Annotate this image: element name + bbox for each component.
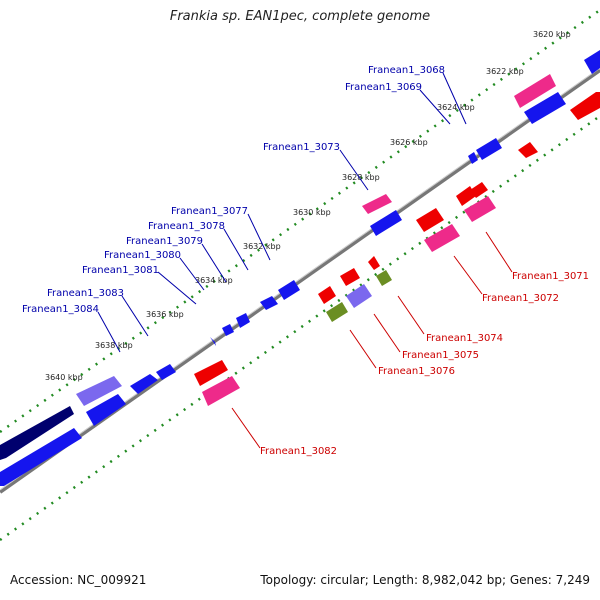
reverse-leader-lines bbox=[231, 231, 513, 449]
forward-gene-features bbox=[0, 50, 600, 486]
gene-feature[interactable] bbox=[210, 337, 216, 346]
leader-line bbox=[453, 255, 483, 295]
tick-label: 3624 kbp bbox=[437, 103, 475, 112]
gene-feature[interactable] bbox=[464, 196, 496, 222]
gene-label[interactable]: Franean1_3084 bbox=[22, 304, 99, 315]
gene-feature[interactable] bbox=[76, 376, 122, 406]
gene-label[interactable]: Franean1_3068 bbox=[368, 65, 445, 76]
gene-label[interactable]: Franean1_3074 bbox=[426, 333, 503, 344]
leader-line bbox=[201, 243, 227, 283]
leader-line bbox=[442, 72, 467, 125]
tick-label: 3626 kbp bbox=[390, 138, 428, 147]
forward-gene-labels: Franean1_3068 Franean1_3069 Franean1_307… bbox=[22, 65, 445, 315]
leader-line bbox=[247, 213, 271, 261]
gene-feature[interactable] bbox=[202, 376, 240, 406]
gene-feature[interactable] bbox=[236, 313, 250, 328]
leader-line bbox=[397, 295, 425, 335]
gene-label[interactable]: Franean1_3077 bbox=[171, 206, 248, 217]
gene-label[interactable]: Franean1_3078 bbox=[148, 221, 225, 232]
ruler-ticks: 3620 kbp 3622 kbp 3624 kbp 3626 kbp 3628… bbox=[45, 30, 571, 382]
gene-feature[interactable] bbox=[518, 142, 538, 158]
gene-label[interactable]: Franean1_3071 bbox=[512, 271, 589, 282]
leader-line bbox=[97, 311, 121, 353]
gene-label[interactable]: Franean1_3081 bbox=[82, 265, 159, 276]
gene-label[interactable]: Franean1_3073 bbox=[263, 142, 340, 153]
tick-label: 3636 kbp bbox=[146, 310, 184, 319]
gene-feature[interactable] bbox=[524, 92, 566, 124]
tick-label: 3622 kbp bbox=[486, 67, 524, 76]
tick-label: 3640 kbp bbox=[45, 373, 83, 382]
gene-feature[interactable] bbox=[0, 406, 74, 460]
gene-feature[interactable] bbox=[318, 286, 336, 304]
gene-feature[interactable] bbox=[370, 210, 402, 236]
genome-backbone-highlight bbox=[0, 67, 600, 491]
gene-feature[interactable] bbox=[278, 280, 300, 300]
gene-label[interactable]: Franean1_3079 bbox=[126, 236, 203, 247]
gene-feature[interactable] bbox=[130, 374, 158, 394]
tick-label: 3634 kbp bbox=[195, 276, 233, 285]
reverse-gene-features bbox=[194, 92, 600, 406]
gene-feature[interactable] bbox=[362, 194, 392, 214]
gene-feature[interactable] bbox=[0, 428, 82, 486]
leader-line bbox=[373, 313, 401, 353]
leader-line bbox=[349, 329, 377, 369]
leader-line bbox=[485, 231, 513, 273]
genome-backbone bbox=[0, 68, 600, 494]
gene-feature[interactable] bbox=[514, 74, 556, 108]
tick-label: 3638 kbp bbox=[95, 341, 133, 350]
leader-line bbox=[339, 149, 369, 191]
leader-line bbox=[231, 407, 261, 449]
tick-label: 3620 kbp bbox=[533, 30, 571, 39]
gene-label[interactable]: Franean1_3072 bbox=[482, 293, 559, 304]
gene-feature[interactable] bbox=[222, 324, 234, 336]
gene-feature[interactable] bbox=[376, 270, 392, 286]
gene-label[interactable]: Franean1_3076 bbox=[378, 366, 455, 377]
gene-label[interactable]: Franean1_3080 bbox=[104, 250, 181, 261]
gene-feature[interactable] bbox=[470, 182, 488, 198]
gene-label[interactable]: Franean1_3082 bbox=[260, 446, 337, 457]
tick-label: 3630 kbp bbox=[293, 208, 331, 217]
gene-label[interactable]: Franean1_3075 bbox=[402, 350, 479, 361]
gene-feature[interactable] bbox=[260, 296, 278, 310]
inner-dotted-track bbox=[0, 114, 600, 542]
gene-feature[interactable] bbox=[468, 152, 478, 164]
leader-line bbox=[223, 228, 249, 271]
map-title: Frankia sp. EAN1pec, complete genome bbox=[169, 9, 431, 24]
leader-line bbox=[157, 271, 197, 305]
gene-feature[interactable] bbox=[570, 92, 600, 120]
tick-label: 3632 kbp bbox=[243, 242, 281, 251]
gene-label[interactable]: Franean1_3069 bbox=[345, 82, 422, 93]
accession-label: Accession: NC_009921 bbox=[10, 573, 147, 587]
leader-line bbox=[121, 295, 149, 337]
gene-feature[interactable] bbox=[368, 256, 380, 270]
gene-feature[interactable] bbox=[340, 268, 360, 286]
gene-feature[interactable] bbox=[86, 394, 126, 426]
reverse-gene-labels: Franean1_3071 Franean1_3072 Franean1_307… bbox=[260, 271, 589, 457]
gene-feature[interactable] bbox=[584, 50, 600, 74]
gene-feature[interactable] bbox=[156, 364, 176, 380]
gene-feature[interactable] bbox=[476, 138, 502, 160]
gene-feature[interactable] bbox=[326, 302, 348, 322]
leader-line bbox=[419, 89, 451, 125]
leader-line bbox=[179, 257, 205, 291]
tick-label: 3628 kbp bbox=[342, 173, 380, 182]
gene-feature[interactable] bbox=[416, 208, 444, 232]
gene-feature[interactable] bbox=[346, 284, 372, 308]
genome-stats-label: Topology: circular; Length: 8,982,042 bp… bbox=[260, 573, 590, 587]
gene-feature[interactable] bbox=[194, 360, 228, 386]
forward-leader-lines bbox=[97, 72, 467, 353]
gene-feature[interactable] bbox=[424, 224, 460, 252]
gene-label[interactable]: Franean1_3083 bbox=[47, 288, 124, 299]
